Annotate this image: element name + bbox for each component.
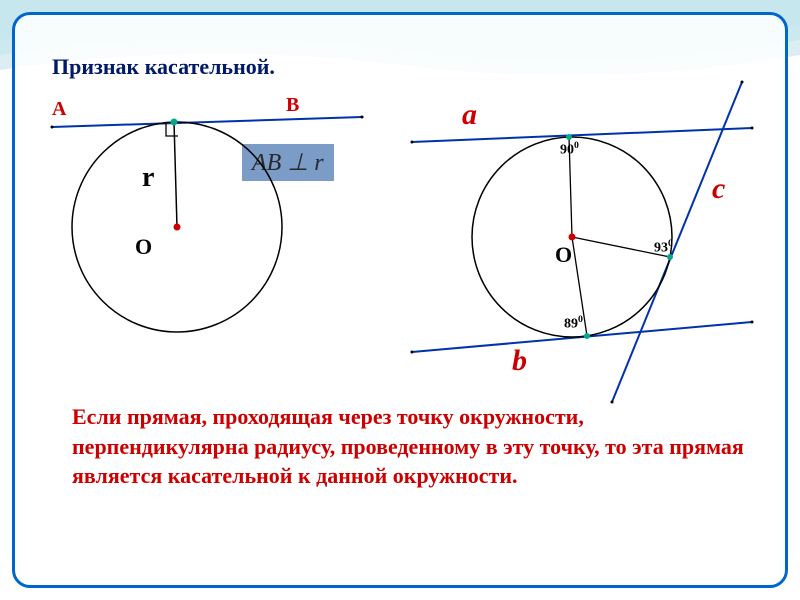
- radius-r: [174, 122, 177, 227]
- label-radius-r: r: [142, 162, 154, 194]
- label-b-point: В: [286, 94, 299, 117]
- right-diagram: [392, 72, 792, 412]
- slide-content: Признак касательной. AB ⊥ r: [12, 12, 788, 588]
- center-dot-left: [174, 224, 181, 231]
- label-line-b: b: [512, 344, 527, 378]
- point-on-b: [584, 333, 590, 339]
- label-line-c: c: [712, 172, 725, 206]
- line-c: [612, 82, 742, 402]
- tangent-line-ab: [52, 117, 362, 127]
- tangent-point-left: [171, 119, 178, 126]
- perpendicular-mark: [166, 124, 178, 136]
- angle-89: 890: [564, 314, 583, 333]
- angle-93: 930: [654, 238, 673, 257]
- label-line-a: a: [462, 98, 477, 132]
- center-dot-right: [569, 234, 576, 241]
- label-center-o-left: О: [135, 234, 152, 260]
- theorem-text: Если прямая, проходящая через точку окру…: [72, 402, 752, 491]
- angle-90: 900: [560, 140, 579, 159]
- label-a-point: А: [52, 98, 66, 121]
- label-center-o-right: О: [555, 242, 572, 268]
- left-diagram: [22, 72, 382, 372]
